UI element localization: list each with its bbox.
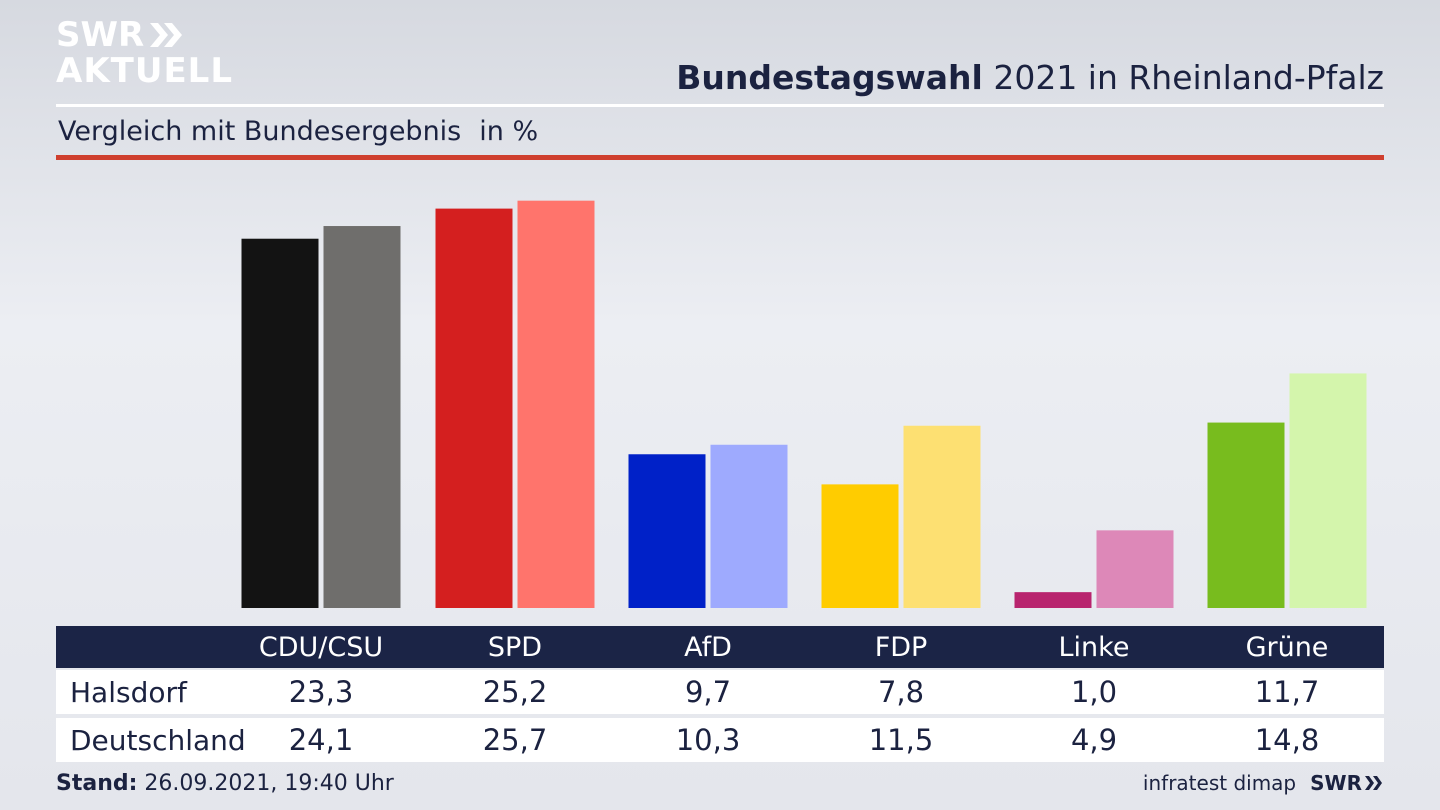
cell-value: 10,3: [675, 723, 741, 757]
cell-value: 7,8: [877, 675, 925, 709]
double-chevron-icon: [148, 21, 186, 49]
results-table: CDU/CSU SPD AfD FDP Linke Grüne Halsdorf…: [56, 626, 1384, 762]
double-chevron-small-icon: [1365, 776, 1382, 790]
bar-fdp-halsdorf: [821, 484, 899, 608]
brand-label: SWR: [1310, 771, 1362, 795]
bar-chart: [241, 200, 1367, 609]
row-label: Halsdorf: [70, 675, 187, 709]
accent-divider: [56, 155, 1384, 160]
logo-line2: AKTUELL: [56, 51, 234, 91]
row-label: Deutschland: [70, 723, 246, 757]
bar-grne-halsdorf: [1207, 422, 1285, 608]
bar-spd-halsdorf: [435, 208, 513, 609]
header-cdu-csu: CDU/CSU: [258, 631, 384, 663]
bar-cducsu-halsdorf: [241, 238, 319, 608]
header-afd: AfD: [684, 631, 732, 663]
cell-value: 23,3: [288, 675, 354, 709]
bar-cducsu-deutschland: [323, 226, 401, 609]
bar-afd-halsdorf: [628, 454, 706, 608]
bar-grne-deutschland: [1289, 373, 1367, 608]
cell-value: 11,7: [1254, 675, 1320, 709]
bar-linke-halsdorf: [1014, 592, 1092, 608]
unit-label: in %: [479, 116, 539, 147]
cell-value: 11,5: [868, 723, 934, 757]
header-divider: [56, 104, 1384, 107]
header-gruene: Grüne: [1245, 631, 1329, 663]
header-fdp: FDP: [874, 631, 928, 663]
stand-value: 26.09.2021, 19:40 Uhr: [137, 771, 394, 796]
subtitle: Vergleich mit Bundesergebnis in %: [58, 116, 538, 147]
table-row-deutschland: Deutschland 24,1 25,7 10,3 11,5 4,9 14,8: [56, 718, 1384, 762]
page-title: Bundestagswahl 2021 in Rheinland-Pfalz: [676, 58, 1384, 97]
cell-value: 9,7: [684, 675, 732, 709]
timestamp: Stand: 26.09.2021, 19:40 Uhr: [56, 771, 394, 796]
swr-mini-logo: SWR: [1310, 771, 1384, 795]
bar-linke-deutschland: [1096, 530, 1174, 608]
cell-value: 4,9: [1070, 723, 1118, 757]
cell-value: 14,8: [1254, 723, 1320, 757]
cell-value: 25,2: [482, 675, 548, 709]
header-linke: Linke: [1058, 631, 1130, 663]
header-spd: SPD: [487, 631, 543, 663]
source-label: infratest dimap: [1142, 771, 1297, 795]
swr-aktuell-logo: SWR AKTUELL: [56, 18, 233, 88]
title-rest: 2021 in Rheinland-Pfalz: [982, 58, 1384, 97]
cell-value: 25,7: [482, 723, 548, 757]
bar-spd-deutschland: [517, 200, 595, 608]
footer-credits: infratest dimap SWR: [1143, 771, 1384, 795]
title-bold: Bundestagswahl: [676, 58, 983, 97]
bar-fdp-deutschland: [903, 425, 981, 608]
cell-value: 1,0: [1070, 675, 1118, 709]
table-header: CDU/CSU SPD AfD FDP Linke Grüne: [56, 626, 1384, 668]
stand-label: Stand:: [56, 771, 138, 796]
subtitle-text: Vergleich mit Bundesergebnis: [58, 116, 462, 147]
bar-afd-deutschland: [710, 444, 788, 608]
logo-line1: SWR: [56, 15, 145, 55]
table-row-halsdorf: Halsdorf 23,3 25,2 9,7 7,8 1,0 11,7: [56, 670, 1384, 714]
cell-value: 24,1: [288, 723, 354, 757]
